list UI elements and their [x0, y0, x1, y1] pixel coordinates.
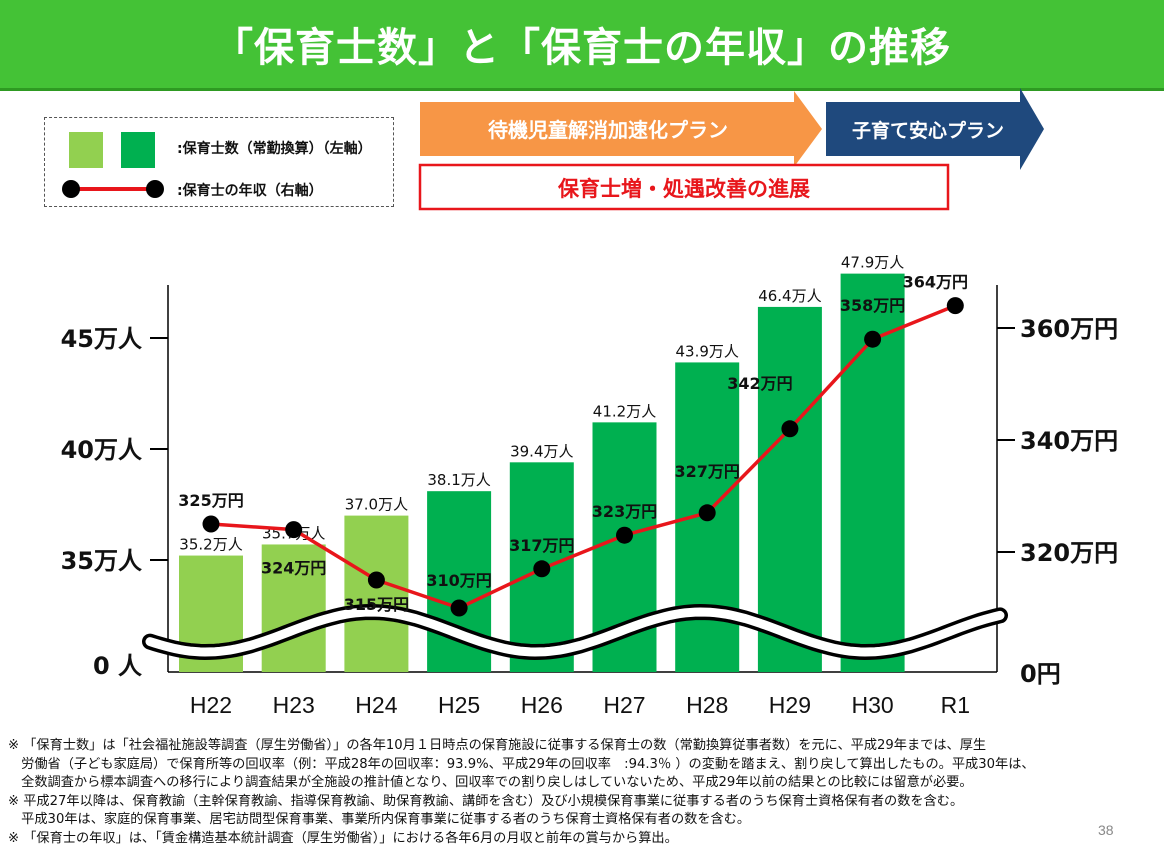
salary-label: 323万円 — [592, 502, 657, 521]
salary-label: 317万円 — [509, 536, 574, 555]
plan-arrow-2-label: 子育て安心プラン — [852, 119, 1004, 142]
chart: 待機児童解消加速化プラン 子育て安心プラン 保育士増・処遇改善の進展 0 人 35… — [61, 88, 1118, 718]
legend-bars-label: :保育士数（常勤換算）（左軸） — [177, 141, 372, 157]
salary-label: 324万円 — [261, 559, 326, 578]
salary-point — [781, 420, 799, 438]
break-wave-fill — [145, 607, 1005, 657]
bar-label: 47.9万人 — [841, 254, 904, 272]
footnote-line: 平成30年は、家庭的保育事業、居宅訪問型保育事業、事業所内保育事業に従事する者の… — [8, 812, 751, 827]
salary-label: 358万円 — [840, 296, 905, 315]
x-tick-label: R1 — [941, 692, 970, 718]
bar — [344, 515, 409, 672]
footnote-line: 全数調査から標本調査への移行により調査結果が全施設の推計値となり、回収率での割り… — [8, 775, 973, 790]
salary-label: 315万円 — [344, 595, 409, 614]
plan-arrow-1 — [420, 91, 822, 167]
legend-swatch-light — [69, 132, 103, 168]
left-tick-label: 0 人 — [93, 652, 142, 680]
x-tick-label: H25 — [438, 692, 480, 718]
salary-point — [202, 515, 220, 533]
x-tick-label: H27 — [603, 692, 645, 718]
x-tick-label: H30 — [851, 692, 893, 718]
right-tick-label: 0円 — [1020, 660, 1061, 688]
salary-label: 310万円 — [426, 571, 491, 590]
salary-point — [533, 560, 551, 578]
left-tick-label: 35万人 — [61, 547, 142, 575]
highlight-box — [418, 163, 950, 211]
salary-label: 342万円 — [727, 374, 792, 393]
salary-point — [367, 571, 385, 589]
salary-label: 327万円 — [674, 462, 739, 481]
x-axis-labels: H22 H23 H24 H25 H26 H27 H28 H29 H30 R1 — [190, 692, 970, 718]
salary-label: 325万円 — [178, 491, 243, 510]
footnote-line: 労働省（子ども家庭局）で保育所等の回収率（例：平成28年の回収率：93.9%、平… — [8, 756, 1035, 772]
legend-line-swatch — [62, 180, 164, 198]
salary-point — [698, 504, 716, 522]
bar-label: 39.4万人 — [510, 442, 573, 460]
salary-point — [946, 297, 964, 315]
bar-label: 46.4万人 — [758, 287, 821, 305]
highlight-box-text: 保育士増・処遇改善の進展 — [557, 177, 810, 201]
salary-point — [616, 526, 633, 544]
x-tick-label: H28 — [686, 692, 728, 718]
footnote-line: ※ 「保育士数」は「社会福祉施設等調査（厚生労働省）」の各年10月１日時点の保育… — [8, 738, 987, 753]
bars — [179, 273, 905, 672]
x-tick-label: H22 — [190, 692, 232, 718]
salary-point — [450, 599, 468, 617]
x-tick-label: H26 — [521, 692, 563, 718]
salary-labels: 325万円 324万円 315万円 310万円 317万円 323万円 327万円 342万円… — [178, 273, 968, 614]
salary-point — [285, 521, 303, 539]
page-number: 38 — [1098, 822, 1114, 838]
salary-polyline — [210, 303, 956, 610]
bar-label: 41.2万人 — [593, 402, 656, 420]
right-axis-ticks: 0円 320万円 340万円 360万円 — [997, 315, 1118, 688]
left-tick-label: 45万人 — [61, 325, 142, 353]
plan-arrow-2 — [826, 88, 1044, 170]
right-tick-label: 340万円 — [1020, 427, 1118, 455]
footnotes: ※ 「保育士数」は「社会福祉施設等調査（厚生労働省）」の各年10月１日時点の保育… — [8, 737, 1158, 848]
legend: :保育士数（常勤換算）（左軸） :保育士の年収（右軸） — [44, 117, 394, 207]
salary-label: 364万円 — [903, 273, 968, 292]
salary-point — [864, 330, 882, 348]
axis-break-wave — [142, 603, 1008, 661]
bar — [261, 544, 326, 672]
x-tick-label: H29 — [769, 692, 811, 718]
right-tick-label: 320万円 — [1020, 539, 1118, 567]
page-title: 「保育士数」と「保育士の年収」の推移 — [213, 25, 951, 71]
left-tick-label: 40万人 — [61, 436, 142, 464]
salary-line — [202, 297, 964, 617]
bar-label: 38.1万人 — [427, 471, 490, 489]
bar-label: 37.0万人 — [345, 496, 408, 514]
x-tick-label: H24 — [355, 692, 397, 718]
bar-label: 43.9万人 — [675, 342, 738, 360]
legend-swatch-dark — [121, 132, 155, 168]
footnote-line: ※ 「保育士の年収」は、「賃金構造基本統計調査（厚生労働省）」における各年6月の… — [8, 830, 678, 846]
title-bar: 「保育士数」と「保育士の年収」の推移 — [0, 0, 1164, 91]
left-axis-ticks: 0 人 35万人 40万人 45万人 — [61, 325, 168, 680]
legend-line-label: :保育士の年収（右軸） — [177, 183, 323, 199]
right-tick-label: 360万円 — [1020, 315, 1118, 343]
plan-arrow-1-label: 待機児童解消加速化プラン — [488, 118, 728, 142]
footnote-line: ※ 平成27年以降は、保育教諭（主幹保育教諭、指導保育教諭、助保育教諭、講師を含… — [8, 793, 964, 809]
bar — [757, 306, 822, 672]
x-tick-label: H23 — [273, 692, 315, 718]
bar-label: 35.2万人 — [179, 536, 242, 554]
